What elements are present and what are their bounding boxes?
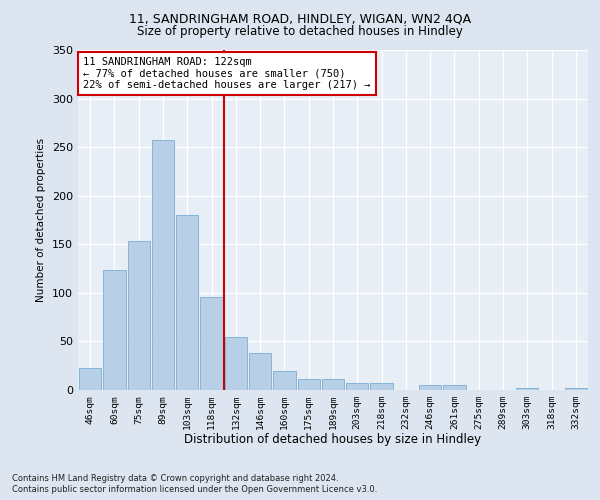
Bar xyxy=(516,388,538,390)
Text: Contains public sector information licensed under the Open Government Licence v3: Contains public sector information licen… xyxy=(12,485,377,494)
Bar xyxy=(176,215,199,390)
Text: Size of property relative to detached houses in Hindley: Size of property relative to detached ho… xyxy=(137,25,463,38)
Bar xyxy=(200,296,223,390)
Text: 11 SANDRINGHAM ROAD: 122sqm
← 77% of detached houses are smaller (750)
22% of se: 11 SANDRINGHAM ROAD: 122sqm ← 77% of det… xyxy=(83,57,371,90)
Bar xyxy=(565,388,587,390)
Bar xyxy=(79,368,101,390)
Bar xyxy=(128,242,150,390)
Bar xyxy=(443,385,466,390)
Text: Distribution of detached houses by size in Hindley: Distribution of detached houses by size … xyxy=(184,432,482,446)
Text: 11, SANDRINGHAM ROAD, HINDLEY, WIGAN, WN2 4QA: 11, SANDRINGHAM ROAD, HINDLEY, WIGAN, WN… xyxy=(129,12,471,26)
Bar xyxy=(370,383,393,390)
Bar xyxy=(298,380,320,390)
Bar xyxy=(322,380,344,390)
Bar xyxy=(346,383,368,390)
Bar xyxy=(152,140,174,390)
Bar xyxy=(224,336,247,390)
Bar xyxy=(273,370,296,390)
Bar xyxy=(249,353,271,390)
Text: Contains HM Land Registry data © Crown copyright and database right 2024.: Contains HM Land Registry data © Crown c… xyxy=(12,474,338,483)
Bar xyxy=(419,385,442,390)
Y-axis label: Number of detached properties: Number of detached properties xyxy=(37,138,46,302)
Bar xyxy=(103,270,125,390)
